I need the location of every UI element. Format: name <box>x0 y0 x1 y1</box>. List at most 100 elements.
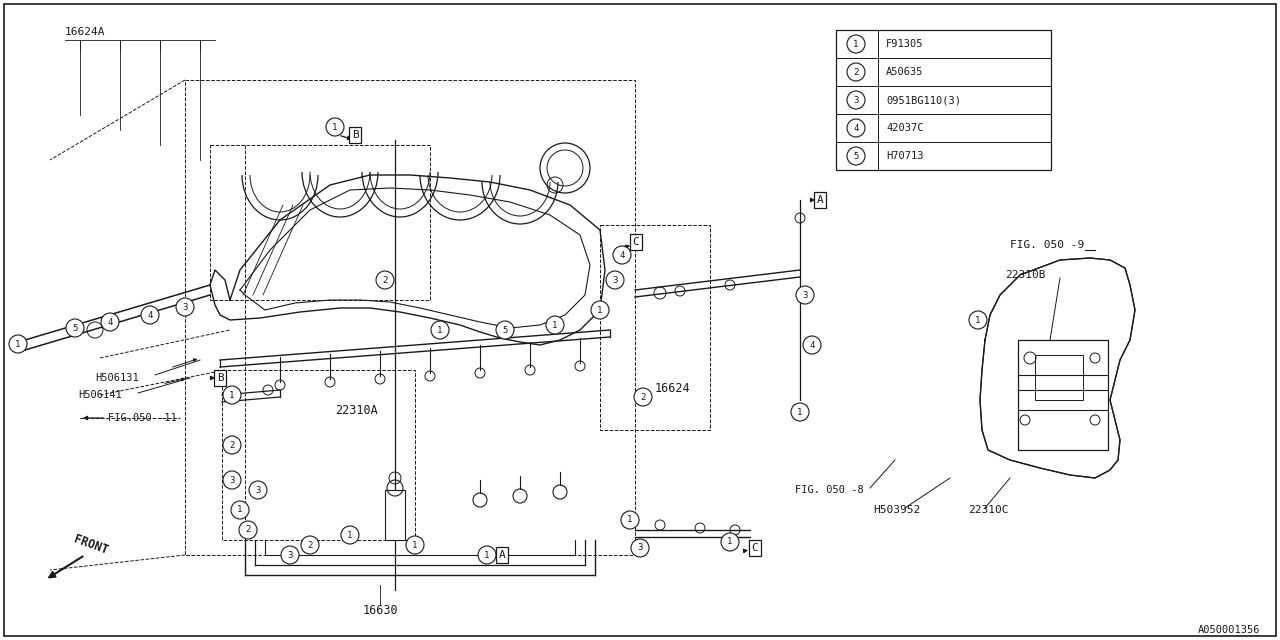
Circle shape <box>803 336 820 354</box>
Text: 1: 1 <box>552 321 558 330</box>
Text: FIG. 050 -9: FIG. 050 -9 <box>1010 240 1084 250</box>
Circle shape <box>223 471 241 489</box>
Text: 2: 2 <box>307 541 312 550</box>
Text: 3: 3 <box>182 303 188 312</box>
Circle shape <box>591 301 609 319</box>
Text: 3: 3 <box>637 543 643 552</box>
Text: C: C <box>632 237 640 247</box>
Circle shape <box>847 63 865 81</box>
Circle shape <box>250 481 268 499</box>
Text: 1: 1 <box>333 122 338 131</box>
Text: 22310B: 22310B <box>1005 270 1046 280</box>
Circle shape <box>376 271 394 289</box>
Circle shape <box>301 536 319 554</box>
Text: 3: 3 <box>854 95 859 104</box>
Circle shape <box>634 388 652 406</box>
Text: B: B <box>352 130 358 140</box>
Circle shape <box>621 511 639 529</box>
Text: 2: 2 <box>246 525 251 534</box>
Circle shape <box>223 386 241 404</box>
Text: 4: 4 <box>108 317 113 326</box>
Text: 2: 2 <box>854 67 859 77</box>
Text: A50635: A50635 <box>886 67 923 77</box>
Circle shape <box>547 316 564 334</box>
Text: F91305: F91305 <box>886 39 923 49</box>
Text: 5: 5 <box>502 326 508 335</box>
Text: A050001356: A050001356 <box>1198 625 1260 635</box>
Text: H506141: H506141 <box>78 390 122 400</box>
Text: 4: 4 <box>854 124 859 132</box>
Text: 42037C: 42037C <box>886 123 923 133</box>
Text: 16630: 16630 <box>362 604 398 616</box>
Text: H503952: H503952 <box>873 505 920 515</box>
Circle shape <box>847 147 865 165</box>
Text: C: C <box>751 543 758 553</box>
Circle shape <box>223 436 241 454</box>
Circle shape <box>969 311 987 329</box>
Circle shape <box>326 118 344 136</box>
Circle shape <box>101 313 119 331</box>
Text: 1: 1 <box>229 390 234 399</box>
Circle shape <box>282 546 300 564</box>
Text: 0951BG110(3): 0951BG110(3) <box>886 95 961 105</box>
Bar <box>1036 355 1083 400</box>
Text: 1: 1 <box>854 40 859 49</box>
Circle shape <box>847 91 865 109</box>
Text: 4: 4 <box>620 250 625 259</box>
Bar <box>836 30 1051 170</box>
Circle shape <box>791 403 809 421</box>
Text: 5: 5 <box>72 323 78 333</box>
Text: H70713: H70713 <box>886 151 923 161</box>
Polygon shape <box>980 258 1135 478</box>
Text: 4: 4 <box>147 310 152 319</box>
Text: H506131: H506131 <box>95 373 138 383</box>
Text: 22310C: 22310C <box>968 505 1009 515</box>
Text: A: A <box>817 195 823 205</box>
Circle shape <box>431 321 449 339</box>
Circle shape <box>605 271 625 289</box>
Text: 1: 1 <box>975 316 980 324</box>
Text: 3: 3 <box>255 486 261 495</box>
Circle shape <box>239 521 257 539</box>
Text: B: B <box>216 373 224 383</box>
Text: 1: 1 <box>627 515 632 525</box>
Text: 1: 1 <box>727 538 732 547</box>
Circle shape <box>497 321 515 339</box>
Circle shape <box>406 536 424 554</box>
Bar <box>385 490 404 540</box>
Text: 4: 4 <box>809 340 814 349</box>
Text: FIG. 050 -8: FIG. 050 -8 <box>795 485 864 495</box>
Circle shape <box>613 246 631 264</box>
Text: FIG.050 -11: FIG.050 -11 <box>108 413 177 423</box>
Circle shape <box>796 286 814 304</box>
Text: 1: 1 <box>598 305 603 314</box>
Text: 3: 3 <box>803 291 808 300</box>
Text: 1: 1 <box>237 506 243 515</box>
Text: 1: 1 <box>484 550 490 559</box>
Circle shape <box>67 319 84 337</box>
Text: 3: 3 <box>229 476 234 484</box>
Text: FRONT: FRONT <box>72 532 110 557</box>
Text: 16624A: 16624A <box>65 27 105 37</box>
Text: 1: 1 <box>438 326 443 335</box>
Text: 3: 3 <box>287 550 293 559</box>
Text: 5: 5 <box>854 152 859 161</box>
Text: A: A <box>499 550 506 560</box>
Text: 2: 2 <box>383 275 388 285</box>
Circle shape <box>847 35 865 53</box>
Circle shape <box>477 546 497 564</box>
Circle shape <box>721 533 739 551</box>
Text: 22310A: 22310A <box>335 403 378 417</box>
Circle shape <box>141 306 159 324</box>
Circle shape <box>340 526 358 544</box>
Bar <box>1018 340 1108 450</box>
Text: 1: 1 <box>347 531 353 540</box>
Text: 2: 2 <box>229 440 234 449</box>
Text: 1: 1 <box>797 408 803 417</box>
Circle shape <box>177 298 195 316</box>
Text: 3: 3 <box>612 275 618 285</box>
Circle shape <box>847 119 865 137</box>
Text: 1: 1 <box>412 541 417 550</box>
Circle shape <box>9 335 27 353</box>
Text: 1: 1 <box>15 339 20 349</box>
